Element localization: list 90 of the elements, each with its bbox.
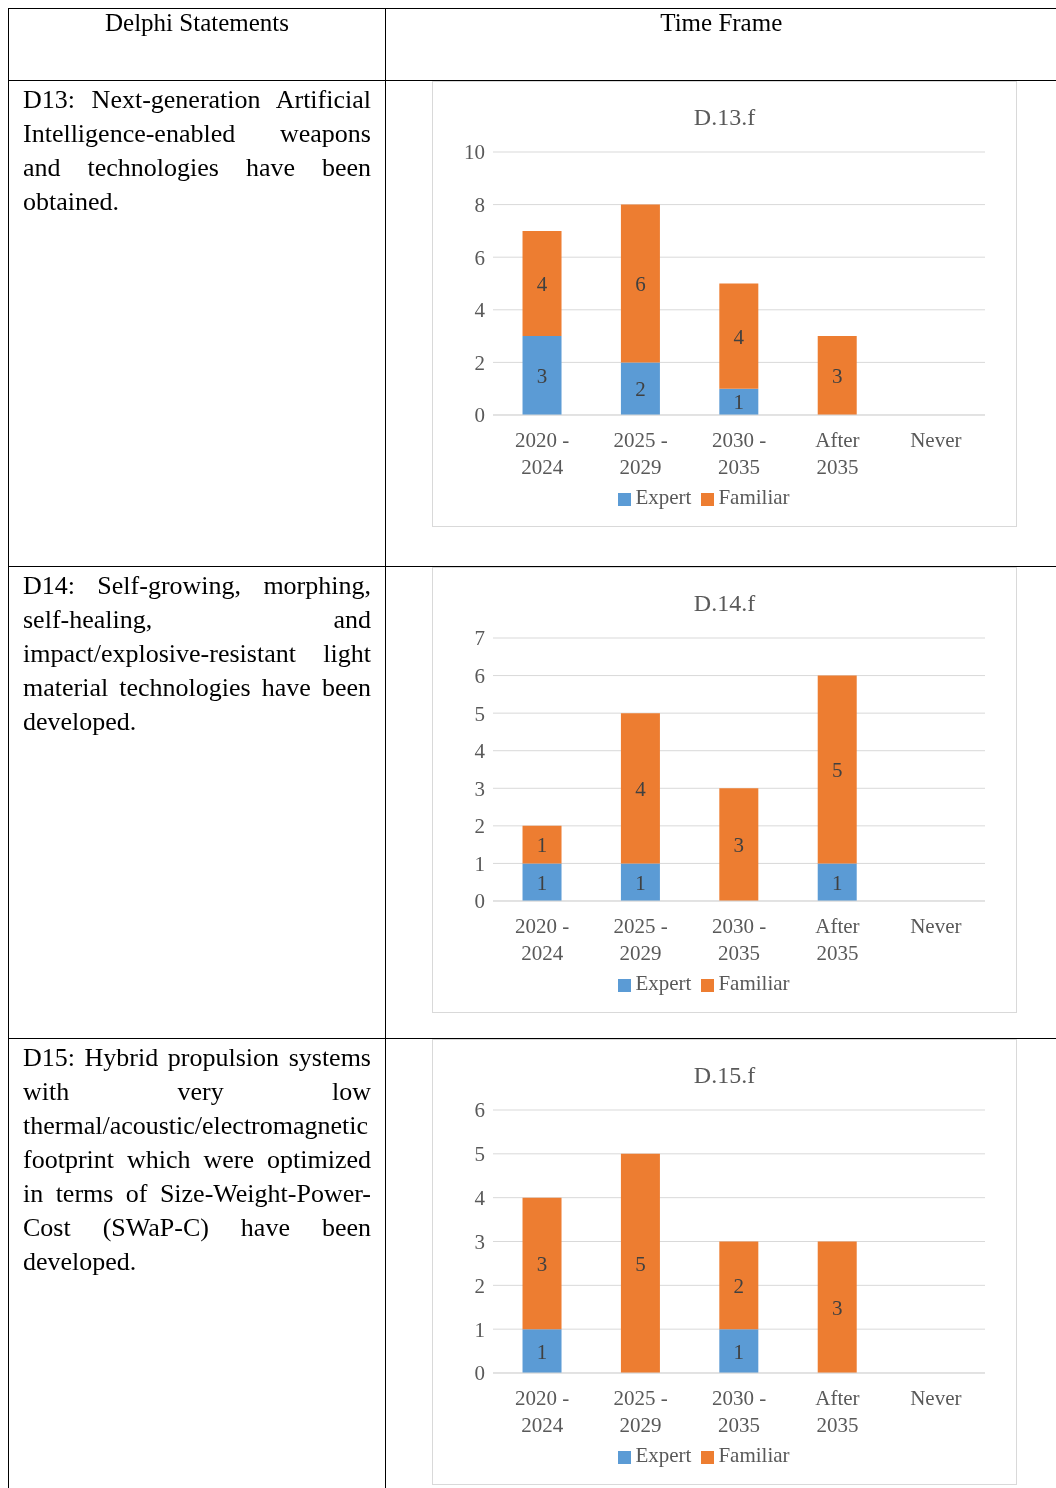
data-label: 1 bbox=[635, 870, 646, 895]
bar bbox=[620, 1153, 660, 1373]
bar bbox=[719, 788, 759, 901]
y-tick-label: 6 bbox=[474, 1098, 485, 1123]
bar bbox=[522, 825, 562, 864]
bar bbox=[522, 1197, 562, 1330]
x-tick-label: 2020 - 2024 bbox=[515, 914, 570, 965]
chart-title: D.15.f bbox=[692, 1062, 757, 1090]
data-label: 4 bbox=[536, 271, 548, 296]
bar bbox=[620, 713, 660, 864]
y-tick-label: 5 bbox=[474, 1142, 485, 1167]
y-tick-label: 5 bbox=[474, 701, 485, 726]
y-tick-label: 8 bbox=[474, 193, 485, 218]
bar bbox=[620, 362, 660, 415]
data-label: 1 bbox=[733, 390, 745, 415]
data-label: 1 bbox=[536, 833, 548, 858]
data-label: 2 bbox=[733, 1273, 745, 1298]
y-tick-label: 2 bbox=[474, 814, 485, 839]
data-label: 3 bbox=[831, 364, 843, 389]
y-tick-label: 4 bbox=[474, 1186, 486, 1211]
y-tick-label: 0 bbox=[474, 889, 485, 914]
data-label: 3 bbox=[536, 1251, 548, 1276]
data-label: 1 bbox=[831, 870, 843, 895]
y-tick-label: 6 bbox=[474, 664, 485, 689]
text: Delphi Statements bbox=[8, 8, 386, 81]
x-tick-label: After 2035 bbox=[815, 1386, 860, 1437]
x-tick-label: 2020 - 2024 bbox=[515, 1386, 570, 1437]
legend-label: Familiar bbox=[718, 1443, 790, 1467]
bar bbox=[522, 336, 562, 415]
bar bbox=[817, 336, 857, 415]
data-label: 3 bbox=[536, 364, 548, 389]
legend-label: Expert bbox=[635, 971, 692, 995]
data-label: 1 bbox=[536, 1339, 548, 1364]
bar bbox=[817, 675, 857, 864]
y-tick-label: 7 bbox=[474, 626, 485, 651]
bar bbox=[719, 1241, 759, 1330]
data-label: 3 bbox=[831, 1295, 843, 1320]
legend-label: Familiar bbox=[718, 971, 790, 995]
y-tick-label: 1 bbox=[474, 851, 485, 876]
legend-label: Expert bbox=[635, 1443, 692, 1467]
x-tick-label: After 2035 bbox=[815, 428, 860, 479]
y-tick-label: 0 bbox=[474, 1361, 485, 1386]
data-label: 5 bbox=[635, 1251, 646, 1276]
bar bbox=[817, 863, 857, 901]
data-label: 5 bbox=[831, 757, 843, 782]
x-tick-label: 2030 - 2035 bbox=[711, 1386, 767, 1437]
bar bbox=[620, 863, 660, 901]
y-tick-label: 2 bbox=[474, 1273, 485, 1298]
bar bbox=[719, 1329, 759, 1373]
bar bbox=[522, 863, 562, 901]
text: D13: Next-generation Artificial Intelligence-enabled weapons and technologies have been obtained. bbox=[22, 84, 372, 218]
text: D14: Self-growing, morphing, self-healing, and impact/explosive-resistant light material technologies have been developed. bbox=[22, 570, 372, 738]
x-tick-label: Never bbox=[910, 914, 962, 938]
bar bbox=[817, 1241, 857, 1373]
bar bbox=[522, 230, 562, 337]
data-label: 2 bbox=[635, 377, 646, 402]
data-label: 3 bbox=[733, 833, 745, 858]
y-tick-label: 3 bbox=[474, 1229, 485, 1254]
bar bbox=[522, 1329, 562, 1373]
y-tick-label: 3 bbox=[474, 776, 485, 801]
data-label: 6 bbox=[635, 271, 646, 296]
x-tick-label: After 2035 bbox=[815, 914, 860, 965]
x-tick-label: Never bbox=[910, 1386, 962, 1410]
x-tick-label: 2025 - 2029 bbox=[613, 1386, 668, 1437]
legend-label: Familiar bbox=[718, 485, 790, 509]
legend-label: Expert bbox=[635, 485, 692, 509]
y-tick-label: 2 bbox=[474, 350, 485, 375]
chart-title: D.14.f bbox=[692, 590, 757, 618]
y-tick-label: 0 bbox=[474, 403, 485, 428]
bar bbox=[719, 283, 759, 389]
bar bbox=[620, 204, 660, 363]
x-tick-label: 2025 - 2029 bbox=[613, 428, 668, 479]
y-tick-label: 10 bbox=[464, 140, 485, 165]
y-tick-label: 1 bbox=[474, 1317, 485, 1342]
x-tick-label: 2025 - 2029 bbox=[613, 914, 668, 965]
x-tick-label: 2020 - 2024 bbox=[515, 428, 570, 479]
y-tick-label: 4 bbox=[474, 739, 486, 764]
bar bbox=[719, 388, 759, 415]
data-label: 4 bbox=[733, 324, 745, 349]
text: Time Frame bbox=[385, 8, 1056, 81]
x-tick-label: 2030 - 2035 bbox=[711, 428, 767, 479]
text: D15: Hybrid propulsion systems with very low thermal/acoustic/electromagnetic footprint which were optimized in terms of Size-Weight-Power-Cost (SWaP-C) have been developed. bbox=[22, 1042, 372, 1278]
x-tick-label: 2030 - 2035 bbox=[711, 914, 767, 965]
chart-title: D.13.f bbox=[692, 104, 757, 132]
x-tick-label: Never bbox=[910, 428, 962, 452]
data-label: 1 bbox=[536, 870, 548, 895]
y-tick-label: 6 bbox=[474, 245, 485, 270]
data-label: 1 bbox=[733, 1339, 745, 1364]
y-tick-label: 4 bbox=[474, 298, 486, 323]
data-label: 4 bbox=[635, 776, 647, 801]
